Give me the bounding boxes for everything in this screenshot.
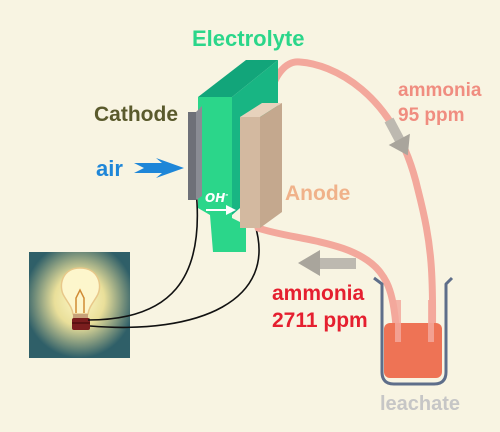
ammonia-outlet-label: ammonia: [398, 80, 482, 101]
cathode-label: Cathode: [94, 103, 178, 126]
ammonia-inlet-label: ammonia: [272, 282, 365, 305]
bulb-base-thread: [72, 322, 90, 324]
anode-plate: [240, 103, 282, 228]
electrolyte-front-face: [198, 97, 246, 252]
beaker-icon: [373, 276, 454, 386]
hydroxide-label: OH-: [205, 190, 229, 206]
anode-label: Anode: [285, 182, 351, 205]
ammonia-outlet-concentration: 95 ppm: [398, 105, 465, 126]
wire-cathode: [87, 189, 199, 321]
tube-in-liquid-right: [428, 300, 434, 342]
ammonia-inlet-concentration: 2711 ppm: [272, 309, 368, 332]
flow-arrow-down: [384, 117, 410, 156]
tube-in-liquid-left: [395, 300, 401, 342]
bulb-base-collar: [73, 314, 88, 319]
hydroxide-arrow: [206, 205, 236, 215]
leachate-label: leachate: [380, 393, 461, 415]
cathode-plate: [188, 106, 202, 200]
beaker-glass: [373, 276, 454, 386]
light-bulb-icon: [29, 252, 130, 358]
hydroxide-base: OH: [205, 191, 226, 205]
hydroxide-charge: -: [225, 190, 229, 199]
electrolyte-label: Electrolyte: [192, 26, 305, 51]
electrolyte-top-face: [198, 60, 278, 97]
air-label: air: [96, 156, 123, 181]
air-arrow-icon: [134, 158, 184, 178]
recirculation-tube: [254, 58, 437, 364]
wire-anode: [89, 224, 260, 329]
flow-arrow-left: [298, 250, 356, 276]
bulb-filament: [75, 288, 85, 313]
